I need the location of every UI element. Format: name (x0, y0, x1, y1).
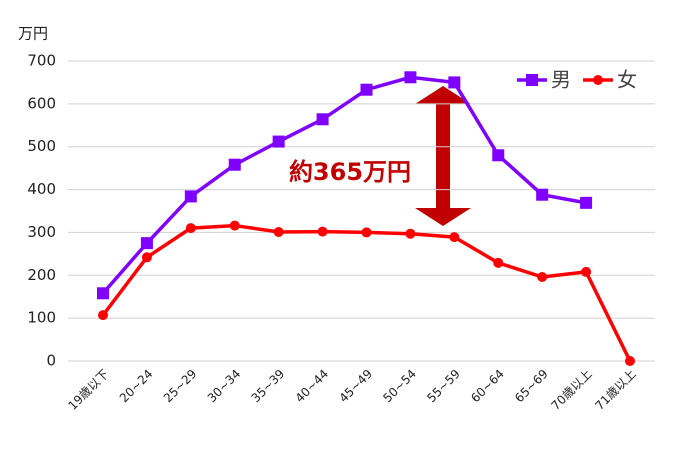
point (593, 75, 603, 85)
point (185, 223, 196, 234)
point (449, 232, 460, 243)
point (625, 356, 635, 366)
y-tick-label: 200 (27, 266, 56, 284)
point (580, 196, 593, 209)
y-tick-label: 500 (27, 137, 56, 155)
y-tick-label: 400 (27, 180, 56, 198)
point (537, 272, 548, 282)
point (526, 74, 538, 86)
y-tick-label: 700 (27, 52, 56, 70)
point (141, 252, 152, 263)
point (536, 188, 549, 201)
x-tick-label: 35~39 (249, 367, 288, 406)
x-tick-label: 50~54 (380, 367, 419, 406)
y-axis-title: 万円 (18, 25, 48, 43)
point (272, 135, 285, 148)
point (360, 83, 373, 96)
y-tick-label: 100 (27, 309, 56, 327)
point (317, 226, 328, 237)
point (229, 220, 240, 231)
x-tick-label: 40~44 (293, 367, 332, 406)
annotation-arrow-head (415, 208, 471, 226)
x-tick-label: 20~24 (117, 367, 156, 406)
point (448, 76, 461, 89)
annotation: 約365万円 (289, 158, 411, 186)
annotation-arrow-head (415, 86, 471, 104)
x-tick-label: 71歳以上 (592, 367, 638, 413)
x-tick-label: 65~69 (512, 367, 551, 406)
point (316, 113, 329, 126)
series-line (101, 75, 587, 295)
point (404, 71, 417, 84)
point (97, 287, 109, 300)
point (581, 266, 592, 277)
point (492, 149, 505, 162)
x-tick-label: 70歳以上 (549, 367, 595, 413)
point (273, 227, 284, 237)
y-tick-label: 0 (46, 352, 56, 370)
legend-label: 女 (617, 68, 637, 92)
point (98, 310, 108, 321)
x-tick-label: 60~64 (468, 367, 507, 406)
point (228, 158, 241, 171)
point (140, 237, 153, 250)
x-tick-label: 19歳以下 (65, 367, 111, 413)
y-tick-label: 300 (27, 223, 56, 241)
point (405, 228, 416, 239)
series-line (101, 223, 632, 362)
legend-label: 男 (551, 68, 571, 92)
point (361, 227, 372, 238)
x-tick-label: 25~29 (161, 367, 200, 406)
y-tick-label: 600 (27, 94, 56, 112)
x-tick-label: 30~34 (205, 367, 244, 406)
x-tick-label: 55~59 (424, 367, 463, 406)
point (493, 257, 504, 268)
x-tick-label: 45~49 (336, 367, 375, 406)
point (184, 190, 197, 203)
